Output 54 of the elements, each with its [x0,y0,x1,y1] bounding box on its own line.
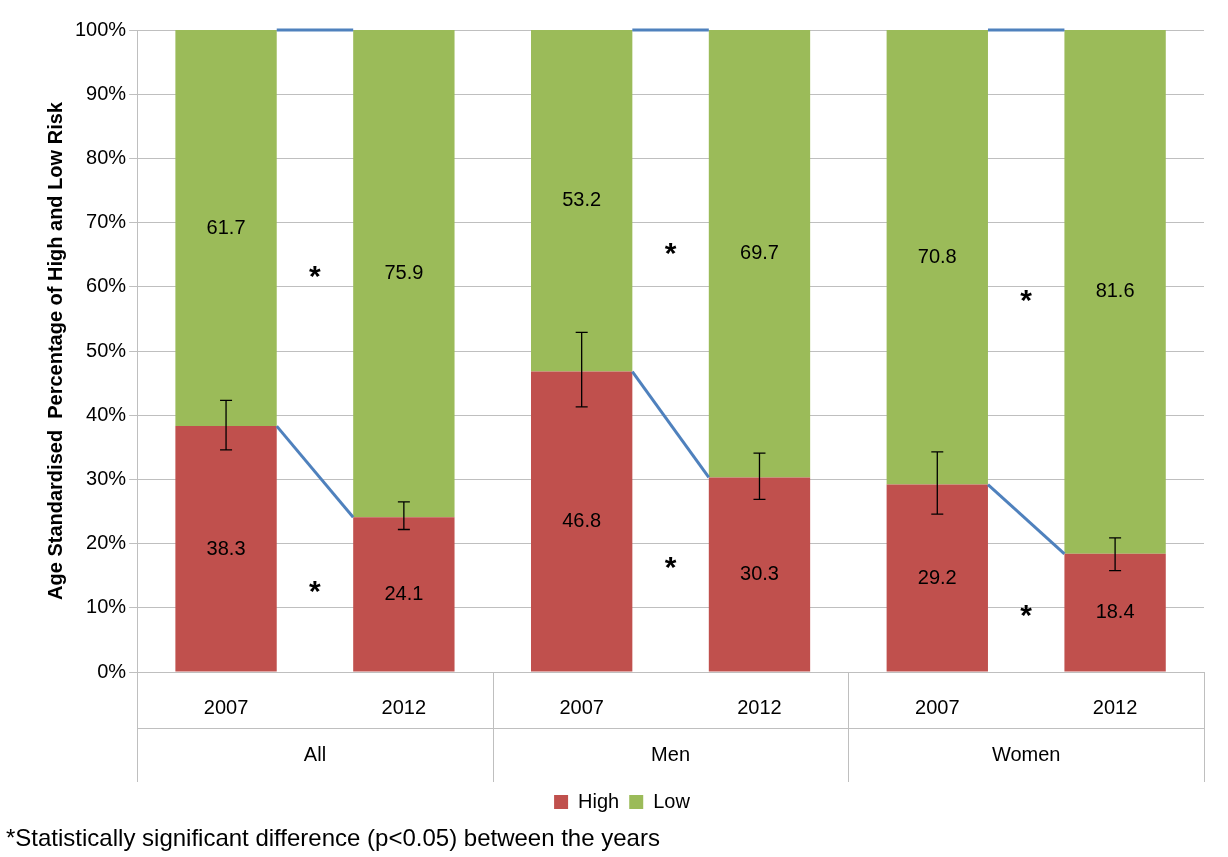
data-label: 30.3 [740,562,779,585]
text: All [303,742,327,765]
legend-label: Low [653,789,691,812]
y-tick-label: 90% [86,81,127,104]
x-tick-label: 2012 [737,695,782,718]
text: Men [651,742,691,765]
y-tick-label: 0% [97,659,127,682]
y-tick-label: 100% [75,17,127,40]
annotation: * [309,259,322,293]
annotation: * [664,550,677,584]
data-label: 24.1 [384,582,424,605]
data-label: 75.9 [384,261,424,284]
data-label: 61.7 [206,215,246,238]
y-tick-label: 70% [86,210,127,233]
annotation: * [664,235,677,269]
x-tick-label: 2012 [1092,695,1138,718]
text: Women [991,742,1061,765]
data-label: 29.2 [917,565,957,588]
bar [175,426,277,672]
data-label: 81.6 [1095,279,1135,302]
y-tick-label: 40% [86,402,127,425]
annotation: * [309,573,322,607]
bar [531,371,633,672]
bar [175,30,277,427]
bar [886,30,988,485]
text: *Statistically significant difference (p<0.05) between the years [6,824,660,852]
y-tick-label: 20% [86,531,127,554]
bar [708,477,811,672]
bar [353,30,455,518]
legend-label: High [578,789,620,812]
x-tick-label: 2012 [381,695,427,718]
data-label: 53.2 [562,188,602,211]
data-label: 46.8 [562,509,602,532]
y-tick-label: 30% [86,466,127,489]
y-tick-label: 10% [86,595,127,618]
x-tick-label: 2007 [559,695,604,718]
y-tick-label: 50% [86,338,127,361]
data-label: 69.7 [740,241,779,264]
bar [1064,30,1166,554]
bar [1064,553,1166,672]
bar [886,484,988,672]
annotation: * [1020,597,1033,631]
bar [708,30,811,478]
x-tick-label: 2007 [915,695,960,718]
y-tick-label: 60% [86,274,127,297]
bar [353,517,455,672]
y-tick-label: 80% [86,145,127,168]
x-tick-label: 2007 [203,695,249,718]
data-label: 18.4 [1095,600,1135,623]
data-label: 70.8 [917,244,957,267]
bar [531,30,633,372]
y-axis-title: Age Standardised Percentage of High and Low Risk [43,101,66,600]
annotation: * [1020,283,1033,317]
data-label: 38.3 [206,536,246,559]
